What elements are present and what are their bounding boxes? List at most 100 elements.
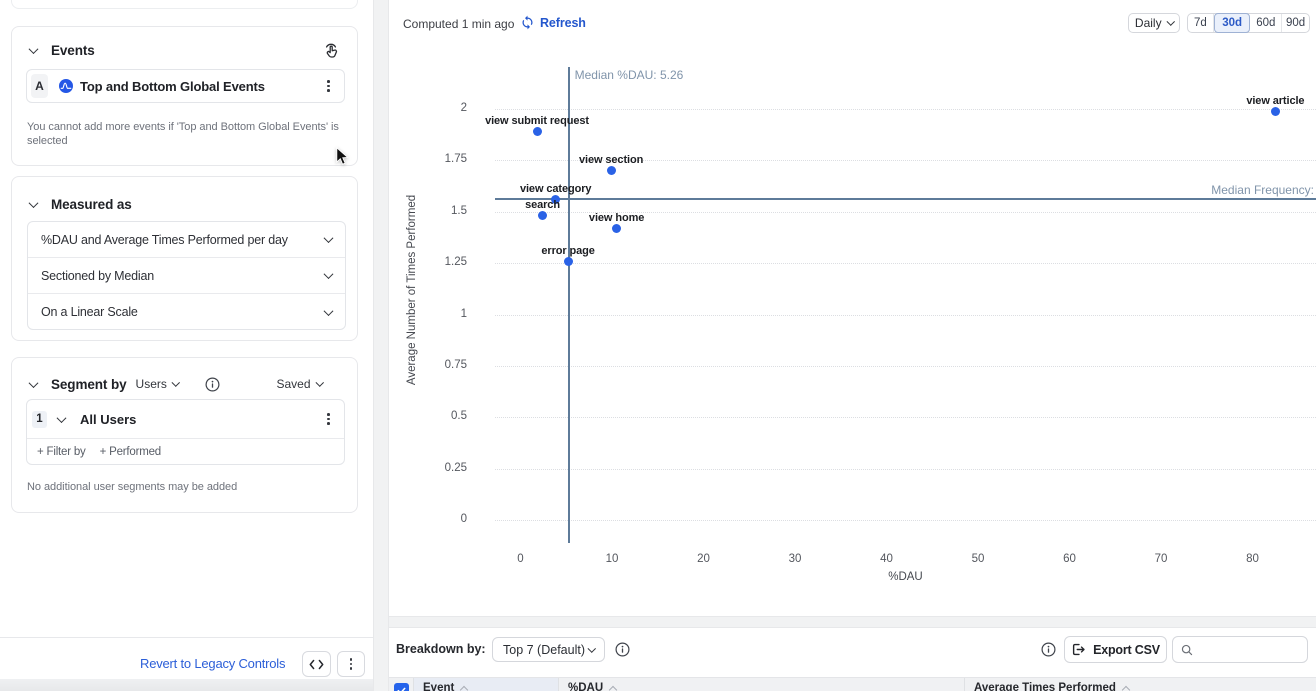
median-x-label: Median %DAU: 5.26 <box>574 68 684 82</box>
kebab-dot <box>349 662 353 666</box>
data-point-label: view category <box>519 182 592 195</box>
breakdown-selector[interactable]: Top 7 (Default) <box>492 637 605 662</box>
gridline <box>495 314 1316 316</box>
segment-row[interactable]: 1 All Users <box>27 400 344 439</box>
segment-type-label: Users <box>135 377 167 391</box>
median-y-label: Median Frequency: <box>1211 183 1314 198</box>
segment-box: 1 All Users + Filter by + Performed <box>26 399 345 465</box>
event-letter-badge: A <box>31 74 48 98</box>
y-tick-label: 1.75 <box>444 153 467 166</box>
chevron-down-icon <box>323 233 334 244</box>
gridline <box>495 468 1316 470</box>
y-tick-label: 2 <box>460 102 467 114</box>
gridline <box>495 365 1316 367</box>
saved-label: Saved <box>276 377 311 391</box>
bottom-strip <box>0 679 373 691</box>
data-point-view-submit-request[interactable] <box>532 127 542 137</box>
gridline <box>495 417 1316 419</box>
code-icon <box>309 659 324 669</box>
measured-as-title: Measured as <box>51 196 132 212</box>
y-tick-label: 0.75 <box>444 358 467 371</box>
tap-select-icon[interactable] <box>323 42 339 59</box>
data-point-label: view home <box>588 211 645 224</box>
gridline <box>495 109 1316 110</box>
y-tick-label: 0 <box>460 513 467 525</box>
table-search-input[interactable] <box>1199 642 1299 657</box>
measured-option-section[interactable]: Sectioned by Median <box>28 258 345 294</box>
chevron-down-icon <box>587 644 596 652</box>
segment-type-selector[interactable]: Users <box>136 377 193 391</box>
add-filter-button[interactable]: + Filter by <box>37 446 86 458</box>
segment-actions: + Filter by + Performed <box>27 439 344 465</box>
range-option-30d[interactable]: 30d <box>1213 13 1251 33</box>
segment-more-menu-icon[interactable] <box>327 412 330 426</box>
breakdown-by-label: Breakdown by: <box>396 642 486 656</box>
saved-selector[interactable]: Saved <box>276 377 336 391</box>
measured-as-card: Measured as %DAU and Average Times Perfo… <box>11 176 358 341</box>
median-y-line <box>495 198 1316 201</box>
data-point-view-home[interactable] <box>612 223 622 233</box>
x-tick-label: 50 <box>971 553 985 565</box>
kebab-dot <box>327 422 330 426</box>
segment-by-card: Segment by Users Saved 1 All Users <box>11 357 358 513</box>
range-option-90d[interactable]: 90d <box>1286 17 1306 29</box>
kebab-dot <box>327 79 330 83</box>
panel-divider <box>373 0 389 691</box>
event-row[interactable]: A Top and Bottom Global Events <box>26 69 345 103</box>
chevron-down-icon <box>323 305 334 316</box>
table-search-box[interactable] <box>1172 636 1308 663</box>
revert-legacy-link[interactable]: Revert to Legacy Controls <box>140 656 286 671</box>
data-point-error-page[interactable] <box>563 256 573 266</box>
measured-option-metric[interactable]: %DAU and Average Times Performed per day <box>28 222 345 258</box>
segment-number-badge: 1 <box>32 410 47 428</box>
kebab-dot <box>327 89 330 93</box>
chevron-down-icon <box>1166 17 1175 26</box>
scatter-chart: 0 0.25 0.5 0.75 1 1.25 1.5 1.75 2 0 10 20 30 40 50 60 70… <box>389 40 1316 616</box>
column-header-avg-times[interactable]: Average Times Performed <box>965 678 1316 691</box>
y-axis-title: Average Number of Times Performed <box>406 194 418 386</box>
select-all-checkbox[interactable] <box>394 683 409 691</box>
y-tick-label: 0.5 <box>451 410 467 423</box>
event-name: Top and Bottom Global Events <box>80 78 265 94</box>
scrolled-card-edge <box>11 0 358 9</box>
chevron-down-icon[interactable] <box>28 197 39 208</box>
range-option-60d[interactable]: 60d <box>1250 14 1283 32</box>
info-icon[interactable] <box>615 642 630 657</box>
export-csv-button[interactable]: Export CSV <box>1064 636 1167 663</box>
column-label: Average Times Performed <box>974 682 1116 691</box>
data-point-view-category[interactable] <box>551 194 561 204</box>
info-icon[interactable] <box>205 376 220 392</box>
chevron-down-icon[interactable] <box>56 412 67 423</box>
refresh-icon <box>522 15 533 30</box>
granularity-selector[interactable]: Daily <box>1128 13 1180 33</box>
column-header-event[interactable]: Event <box>414 678 559 691</box>
y-tick-label: 1.25 <box>444 256 467 269</box>
x-tick-label: 10 <box>605 553 619 565</box>
sidebar-more-menu-button[interactable] <box>337 651 365 677</box>
x-tick-label: 20 <box>697 553 710 565</box>
kebab-icon <box>349 657 353 671</box>
data-point-label: search <box>525 199 560 212</box>
column-header-dau[interactable]: %DAU <box>559 678 965 691</box>
refresh-button[interactable]: Refresh <box>520 15 586 30</box>
data-point-label: error page <box>541 244 595 257</box>
refresh-label: Refresh <box>540 15 586 30</box>
median-x-line <box>567 67 570 543</box>
info-icon[interactable] <box>1041 642 1056 657</box>
column-label: Event <box>423 682 455 691</box>
code-view-button[interactable] <box>302 651 331 677</box>
segment-by-title: Segment by <box>51 376 127 392</box>
data-point-view-article[interactable] <box>1270 106 1280 116</box>
measured-option-scale[interactable]: On a Linear Scale <box>28 294 345 330</box>
chevron-down-icon <box>315 378 324 387</box>
chevron-down-icon[interactable] <box>28 377 39 388</box>
chevron-down-icon[interactable] <box>28 43 39 54</box>
sort-icon <box>1121 685 1131 691</box>
add-performed-button[interactable]: + Performed <box>99 446 162 458</box>
range-option-7d[interactable]: 7d <box>1188 14 1214 32</box>
data-point-view-section[interactable] <box>606 166 616 176</box>
x-tick-label: 30 <box>788 553 802 565</box>
event-more-menu-icon[interactable] <box>327 79 330 93</box>
data-point-search[interactable] <box>538 211 547 221</box>
events-card-header: Events <box>28 41 95 59</box>
